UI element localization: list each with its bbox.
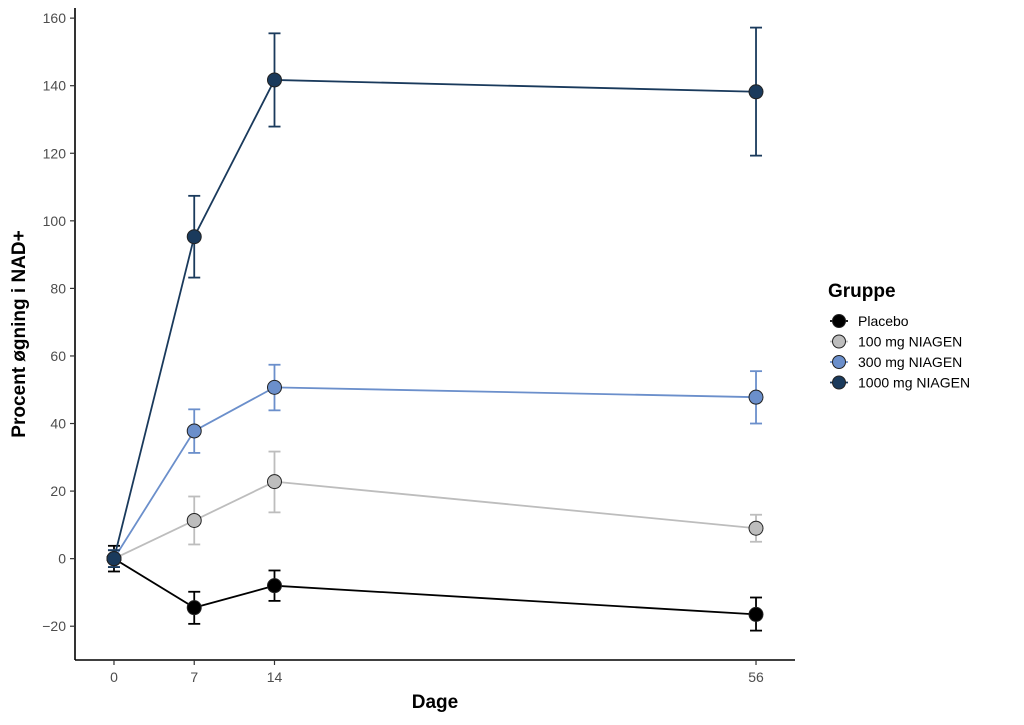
y-tick-label: 20 [50, 483, 66, 499]
x-axis-title: Dage [412, 692, 458, 713]
data-point [266, 474, 282, 490]
axes: −20 0 20 40 60 80 100 120 140 160 0 7 14 56 [42, 8, 795, 685]
y-tick-label: 140 [43, 78, 67, 94]
legend-item: Placebo [830, 313, 909, 329]
plot-area [106, 26, 764, 632]
y-tick-label: 120 [43, 145, 67, 161]
y-tick-label: 80 [50, 280, 66, 296]
series-placebo [106, 544, 764, 632]
y-tick-label: 160 [43, 10, 67, 26]
data-point [106, 551, 122, 567]
x-tick-label: 7 [190, 669, 198, 685]
data-point [748, 84, 764, 100]
y-tick-label: 60 [50, 348, 66, 364]
data-point [186, 512, 202, 528]
y-axis-title: Procent øgning i NAD+ [9, 230, 30, 437]
data-point [186, 600, 202, 616]
series-line [113, 79, 757, 559]
y-tick-label: 100 [43, 213, 67, 229]
series-line [113, 480, 757, 560]
series-300-mg-niagen [106, 363, 764, 568]
legend: Gruppe Placebo 100 mg NIAGEN 300 mg NIAGEN… [828, 281, 970, 391]
data-point [748, 520, 764, 536]
y-tick-label: 40 [50, 416, 66, 432]
y-tick-label: −20 [42, 618, 66, 634]
data-point [186, 229, 202, 245]
legend-label: 100 mg NIAGEN [858, 334, 962, 350]
legend-title: Gruppe [828, 281, 896, 302]
legend-items: Placebo 100 mg NIAGEN 300 mg NIAGEN 1000 mg… [830, 313, 970, 391]
data-point [748, 389, 764, 405]
legend-item: 1000 mg NIAGEN [830, 375, 970, 391]
y-tick-label: 0 [58, 551, 66, 567]
series-line [113, 386, 757, 560]
legend-label: 300 mg NIAGEN [858, 354, 962, 370]
series-1000-mg-niagen [106, 26, 764, 568]
series-line [113, 557, 757, 616]
data-point [266, 578, 282, 594]
legend-item: 100 mg NIAGEN [830, 334, 962, 350]
data-point [266, 379, 282, 395]
legend-marker [832, 355, 846, 369]
data-point [266, 72, 282, 88]
x-tick-label: 0 [110, 669, 118, 685]
series-100-mg-niagen [106, 450, 764, 568]
data-point [186, 423, 202, 439]
x-tick-label: 56 [748, 669, 764, 685]
data-point [748, 606, 764, 622]
legend-item: 300 mg NIAGEN [830, 354, 962, 370]
legend-label: Placebo [858, 313, 909, 329]
legend-marker [832, 375, 846, 390]
legend-marker [832, 314, 846, 328]
legend-marker [832, 334, 846, 349]
x-tick-label: 14 [267, 669, 283, 685]
legend-label: 1000 mg NIAGEN [858, 375, 970, 391]
